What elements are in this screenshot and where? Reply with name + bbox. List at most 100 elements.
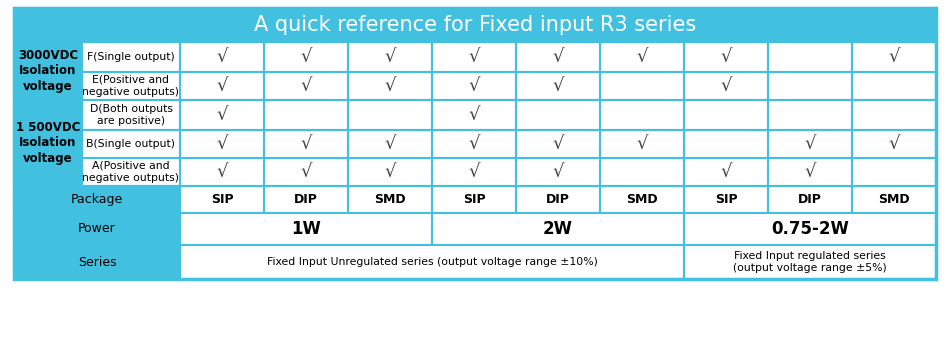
Text: √: √ — [552, 135, 563, 153]
Text: 0.75-2W: 0.75-2W — [771, 220, 849, 238]
Bar — [684, 130, 768, 158]
Bar — [180, 158, 264, 186]
Bar — [852, 100, 936, 130]
Bar — [684, 158, 768, 186]
Bar — [180, 213, 432, 245]
Bar — [82, 158, 180, 186]
Text: SIP: SIP — [211, 193, 234, 206]
Bar — [600, 72, 684, 100]
Bar — [264, 72, 348, 100]
Bar — [516, 186, 600, 213]
Bar — [14, 213, 180, 245]
Text: E(Positive and
negative outputs): E(Positive and negative outputs) — [83, 75, 180, 97]
Text: √: √ — [888, 48, 900, 66]
Text: √: √ — [384, 77, 396, 95]
Text: F(Single output): F(Single output) — [87, 52, 175, 62]
Text: SMD: SMD — [626, 193, 657, 206]
Bar — [600, 186, 684, 213]
Text: √: √ — [384, 48, 396, 66]
Text: DIP: DIP — [546, 193, 570, 206]
Bar — [180, 100, 264, 130]
Text: √: √ — [217, 135, 228, 153]
Bar — [516, 72, 600, 100]
Bar — [432, 130, 516, 158]
Bar — [768, 42, 852, 72]
Text: Fixed Input regulated series
(output voltage range ±5%): Fixed Input regulated series (output vol… — [733, 251, 887, 273]
Bar — [180, 72, 264, 100]
Bar — [600, 42, 684, 72]
Bar — [14, 100, 82, 186]
Bar — [348, 130, 432, 158]
Text: √: √ — [720, 163, 732, 181]
Bar — [600, 130, 684, 158]
Text: SIP: SIP — [463, 193, 485, 206]
Bar — [852, 158, 936, 186]
Text: 2W: 2W — [543, 220, 573, 238]
Bar — [852, 130, 936, 158]
Bar — [14, 8, 936, 279]
Text: A quick reference for Fixed input R3 series: A quick reference for Fixed input R3 ser… — [254, 15, 696, 35]
Text: √: √ — [720, 77, 732, 95]
Bar — [600, 158, 684, 186]
Bar — [264, 42, 348, 72]
Text: √: √ — [552, 163, 563, 181]
Bar — [432, 158, 516, 186]
Bar — [348, 186, 432, 213]
Bar — [432, 186, 516, 213]
Bar — [348, 42, 432, 72]
Bar — [14, 186, 180, 213]
Bar — [14, 8, 936, 42]
Bar — [432, 72, 516, 100]
Bar — [432, 213, 684, 245]
Text: √: √ — [300, 77, 312, 95]
Bar — [14, 245, 180, 279]
Text: √: √ — [468, 106, 480, 124]
Text: √: √ — [217, 163, 228, 181]
Bar — [82, 100, 180, 130]
Bar — [348, 100, 432, 130]
Bar — [82, 130, 180, 158]
Text: Package: Package — [71, 193, 124, 206]
Bar — [768, 186, 852, 213]
Text: SMD: SMD — [374, 193, 406, 206]
Text: √: √ — [552, 48, 563, 66]
Text: √: √ — [384, 163, 396, 181]
Text: B(Single output): B(Single output) — [86, 139, 176, 149]
Bar — [264, 130, 348, 158]
Text: DIP: DIP — [798, 193, 822, 206]
Bar — [180, 186, 264, 213]
Bar — [264, 186, 348, 213]
Bar — [264, 100, 348, 130]
Text: √: √ — [468, 135, 480, 153]
Text: √: √ — [468, 77, 480, 95]
Bar — [852, 186, 936, 213]
Bar — [684, 72, 768, 100]
Bar — [768, 130, 852, 158]
Bar — [768, 100, 852, 130]
Text: SIP: SIP — [714, 193, 737, 206]
Bar — [516, 100, 600, 130]
Text: √: √ — [217, 106, 228, 124]
Bar — [432, 100, 516, 130]
Text: DIP: DIP — [294, 193, 318, 206]
Text: √: √ — [636, 48, 648, 66]
Text: √: √ — [636, 135, 648, 153]
Bar — [348, 72, 432, 100]
Text: √: √ — [300, 48, 312, 66]
Text: A(Positive and
negative outputs): A(Positive and negative outputs) — [83, 161, 180, 183]
Bar — [432, 42, 516, 72]
Text: Power: Power — [78, 223, 116, 236]
Text: √: √ — [805, 163, 816, 181]
Text: Series: Series — [78, 255, 116, 268]
Text: √: √ — [552, 77, 563, 95]
Text: D(Both outputs
are positive): D(Both outputs are positive) — [89, 104, 173, 126]
Bar — [14, 42, 82, 100]
Bar — [180, 245, 684, 279]
Bar — [684, 213, 936, 245]
Bar — [600, 100, 684, 130]
Text: √: √ — [217, 77, 228, 95]
Bar — [516, 158, 600, 186]
Text: Fixed Input Unregulated series (output voltage range ±10%): Fixed Input Unregulated series (output v… — [267, 257, 598, 267]
Bar — [852, 72, 936, 100]
Text: 1W: 1W — [291, 220, 321, 238]
